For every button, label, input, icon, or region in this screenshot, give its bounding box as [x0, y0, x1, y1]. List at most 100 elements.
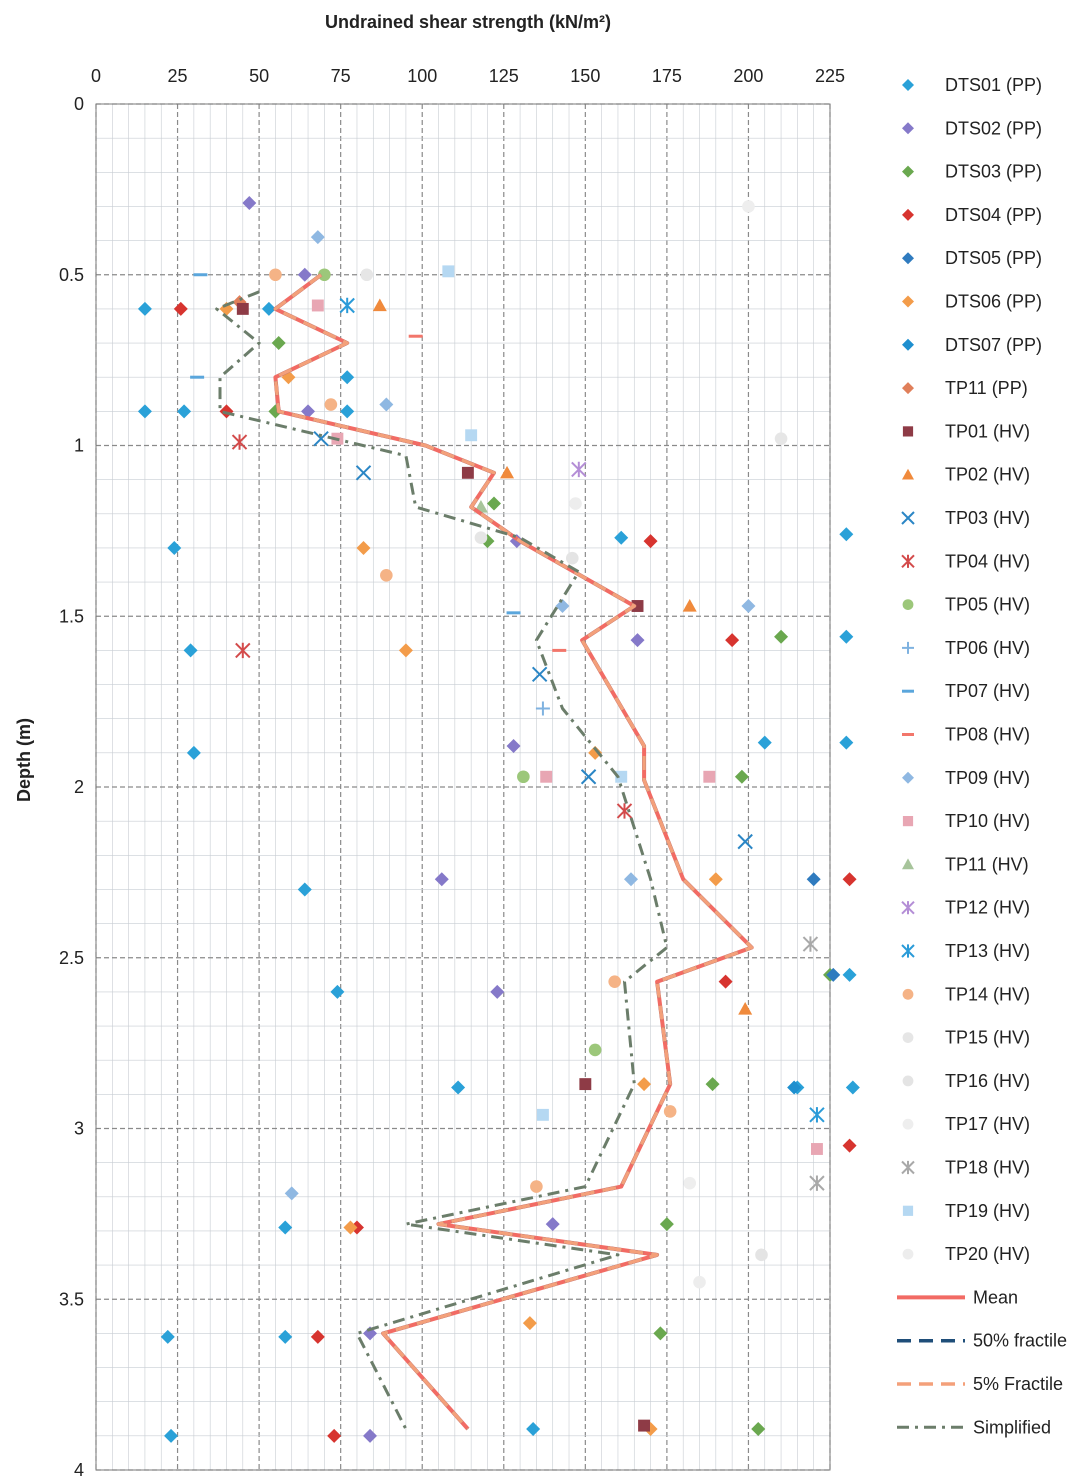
legend-item-tp11-pp: TP11 (PP) [902, 378, 1028, 398]
data-point-tp19-hv [615, 770, 628, 783]
data-point-tp17-hv [742, 200, 755, 213]
legend-label: TP09 (HV) [945, 768, 1030, 788]
legend-swatch [902, 208, 914, 221]
legend-item-tp10-hv: TP10 (HV) [902, 811, 1030, 831]
legend-label: 50% fractile [973, 1331, 1067, 1351]
data-point-tp19-hv [536, 1108, 549, 1121]
series-tp20-hv [569, 497, 706, 1289]
legend-label: TP01 (HV) [945, 421, 1030, 441]
data-point-tp02-hv [682, 599, 697, 612]
data-point-tp03-hv [355, 465, 372, 481]
data-point-dts02-pp [242, 196, 257, 211]
data-point-dts06-pp [343, 1220, 358, 1235]
data-point-tp14-hv [608, 975, 621, 988]
data-point-dts02-pp [630, 633, 645, 648]
legend-label: DTS04 (PP) [945, 205, 1042, 225]
legend-swatch [902, 468, 914, 480]
data-point-dts03-pp [734, 769, 749, 784]
data-point-tp03-hv [580, 769, 597, 785]
data-point-tp02-hv [738, 1001, 753, 1015]
legend-label: DTS07 (PP) [945, 335, 1042, 355]
legend-label: TP10 (HV) [945, 811, 1030, 831]
data-point-tp09-hv [624, 872, 639, 887]
data-point-tp16-hv [565, 551, 579, 565]
series-dts04-pp [173, 301, 857, 1443]
legend-swatch [902, 771, 914, 784]
legend-label: TP12 (HV) [945, 898, 1030, 918]
legend-label: TP20 (HV) [945, 1244, 1030, 1264]
grid [95, 103, 831, 1471]
data-point-tp09-hv [284, 1186, 299, 1201]
series-tp17-hv [683, 200, 755, 1190]
legend-label: 5% Fractile [973, 1374, 1063, 1394]
series-tp08-hv [408, 334, 567, 652]
data-point-tp17-hv [683, 1176, 697, 1190]
data-point-dts01-pp [278, 1329, 293, 1344]
legend-label: TP18 (HV) [945, 1158, 1030, 1178]
y-tick-label: 1 [74, 436, 84, 456]
legend-label: TP11 (PP) [945, 378, 1028, 398]
legend-label: TP04 (HV) [945, 551, 1030, 571]
legend-item-mean: Mean [897, 1287, 1018, 1307]
data-point-tp02-hv [372, 298, 387, 312]
data-point-dts03-pp [774, 629, 789, 644]
legend-label: DTS06 (PP) [945, 292, 1042, 312]
data-point-tp01-hv [638, 1419, 651, 1432]
legend-item-tp17-hv: TP17 (HV) [902, 1114, 1030, 1134]
data-point-tp12-hv [571, 461, 587, 478]
legend-item-dts03-pp: DTS03 (PP) [902, 162, 1042, 182]
data-point-tp10-hv [311, 299, 324, 312]
data-point-dts04-pp [327, 1428, 342, 1443]
legend-swatch [902, 295, 914, 308]
data-point-tp03-hv [313, 430, 329, 447]
legend-swatch [902, 1032, 914, 1043]
legend-item-dts05-pp: DTS05 (PP) [902, 248, 1042, 268]
data-point-dts01-pp [177, 404, 192, 419]
data-point-tp13-hv [809, 1107, 825, 1123]
legend-item-dts01-pp: DTS01 (PP) [902, 75, 1042, 95]
axes: Undrained shear strength (kN/m²) Depth (… [14, 12, 845, 1477]
data-point-tp05-hv [588, 1043, 602, 1057]
legend-item-tp07-hv: TP07 (HV) [902, 681, 1030, 701]
series-tp19-hv [442, 265, 628, 1121]
series-tp14-hv [269, 268, 677, 1193]
data-point-dts02-pp [490, 984, 505, 999]
data-point-dts01-pp [278, 1220, 293, 1235]
data-point-dts06-pp [522, 1316, 537, 1331]
series-line-mean [273, 273, 754, 1431]
data-point-dts01-pp [340, 370, 355, 385]
data-point-tp10-hv [811, 1143, 823, 1155]
legend-item-tp13-hv: TP13 (HV) [901, 941, 1030, 961]
data-point-dts03-pp [705, 1077, 720, 1092]
data-point-tp16-hv [755, 1248, 768, 1262]
series-tp09-hv [284, 230, 756, 1201]
legend-swatch [901, 1160, 915, 1175]
data-point-dts07-pp [787, 1080, 802, 1095]
legend-swatch [902, 1118, 914, 1130]
legend-swatch [902, 599, 914, 610]
legend-label: TP06 (HV) [945, 638, 1030, 658]
y-tick-label: 1.5 [59, 606, 84, 626]
data-point-tp15-hv [774, 432, 788, 445]
legend-item-tp06-hv: TP06 (HV) [902, 638, 1030, 658]
data-point-tp14-hv [663, 1105, 677, 1118]
legend-item-tp01-hv: TP01 (HV) [902, 421, 1030, 441]
data-point-dts01-pp [839, 629, 854, 644]
series [137, 196, 860, 1443]
data-point-dts01-pp [340, 404, 355, 419]
data-point-dts01-pp [330, 984, 345, 999]
data-point-dts01-pp [451, 1080, 466, 1095]
legend-label: Simplified [973, 1417, 1051, 1437]
legend-swatch [901, 944, 915, 958]
data-point-dts03-pp [659, 1217, 674, 1232]
data-point-tp04-hv [231, 434, 248, 450]
data-point-tp10-hv [540, 770, 553, 783]
x-tick-label: 125 [489, 66, 519, 86]
series-tp04-hv [231, 434, 633, 819]
legend-item-dts02-pp: DTS02 (PP) [902, 118, 1042, 138]
data-point-dts01-pp [297, 882, 312, 897]
data-point-dts06-pp [398, 643, 413, 658]
data-point-dts06-pp [637, 1077, 652, 1092]
data-point-tp14-hv [380, 568, 393, 582]
data-point-dts01-pp [845, 1080, 860, 1095]
